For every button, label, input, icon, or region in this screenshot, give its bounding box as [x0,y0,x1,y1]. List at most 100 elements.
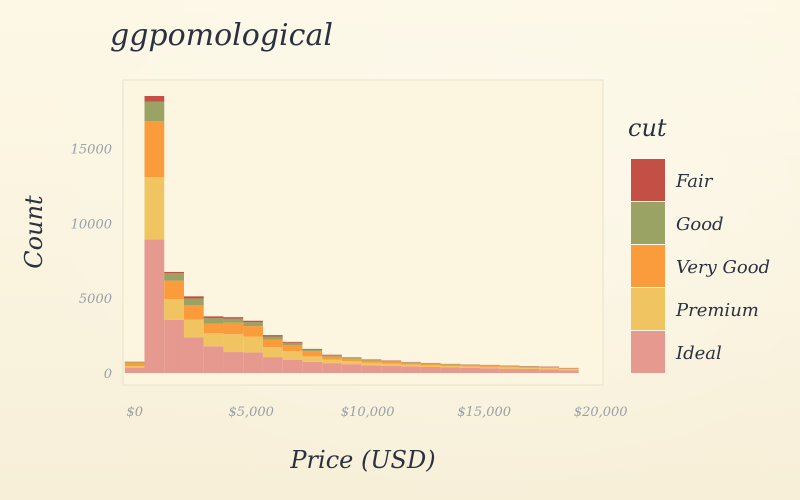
bar-segment-premium [282,350,303,360]
bar-segment-very-good [124,362,145,366]
bar-segment-fair [203,316,224,319]
bar-segment-fair [223,317,244,319]
bar-segment-good [322,355,342,357]
bar-segment-very-good [262,339,283,348]
bar-segment-good [341,357,362,359]
bar-segment-ideal [322,363,342,373]
bar-segment-ideal [262,357,283,373]
legend-key-very-good [631,245,665,287]
legend-label-fair: Fair [675,171,714,192]
bar-segment-very-good [223,322,244,335]
bar-segment-good [164,273,184,281]
bar-segment-ideal [302,361,323,373]
legend-label-good: Good [676,214,724,235]
legend-label-premium: Premium [675,300,759,321]
bar-segment-very-good [243,326,263,337]
bar-segment-fair [282,341,303,343]
y-axis-ticks: 0 5000 10000 15000 [71,142,112,382]
bar-segment-premium [124,365,145,368]
bar-segment-very-good [499,366,520,368]
bar-segment-fair [183,296,204,299]
bar-segment-good [203,318,224,324]
bar-segment-very-good [302,351,323,357]
bar-segment-very-good [381,361,402,364]
y-axis-title: Count [20,195,48,269]
bar-segment-ideal [144,239,165,373]
bar-segment-ideal [499,368,520,373]
bar-segment-good [361,359,382,361]
bar-segment-premium [420,365,441,368]
y-tick-label: 0 [104,367,112,382]
legend-key-fair [631,159,665,201]
bar-segment-good [420,363,441,364]
bar-segment-very-good [519,366,540,368]
bar-segment-very-good [361,360,382,363]
bar-segment-ideal [381,365,402,373]
bar-segment-ideal [440,367,461,373]
y-tick-label: 15000 [71,142,112,157]
legend-label-ideal: Ideal [675,343,722,364]
bar-segment-very-good [440,364,461,366]
bar-segment-premium [440,365,461,368]
bar-segment-good [223,318,244,323]
bar-segment-very-good [164,280,184,300]
legend-key-good [631,202,665,244]
bar-segment-premium [381,363,402,366]
bar-segment-very-good [282,345,303,351]
bar-segment-very-good [322,356,342,360]
bar-segment-premium [401,364,421,367]
bar-segment-good [243,322,263,327]
legend-key-ideal [631,331,665,373]
bar-segment-very-good [183,305,204,320]
bar-segment-premium [519,367,540,369]
legend-label-very-good: Very Good [676,257,770,278]
bar-segment-fair [243,320,263,323]
bar-segment-premium [223,334,244,353]
bar-segment-ideal [341,364,362,373]
bar-segment-good [183,298,204,306]
bar-segment-very-good [480,365,500,367]
x-tick-label: $10,000 [341,405,395,420]
bar-segment-ideal [420,367,441,373]
bar-segment-ideal [183,337,204,373]
x-axis-ticks: $0 $5,000 $10,000 $15,000 $20,000 [126,405,627,420]
bar-segment-premium [183,319,204,338]
bar-segment-ideal [243,352,263,373]
bar-segment-premium [164,299,184,320]
bar-segment-premium [460,366,481,368]
bar-segment-ideal [539,369,559,373]
bar-segment-good [302,349,323,352]
bar-segment-premium [144,177,165,240]
bar-segment-premium [539,368,559,370]
x-tick-label: $15,000 [457,405,511,420]
bar-segment-very-good [420,363,441,366]
bar-segment-ideal [460,367,481,373]
x-tick-label: $0 [126,405,143,420]
bar-segment-good [381,361,402,362]
bar-segment-very-good [558,368,579,370]
bar-segment-good [401,362,421,363]
bar-segment-ideal [558,370,579,373]
bar-segment-fair [144,95,165,102]
y-tick-label: 5000 [79,292,112,307]
bars-layer [124,95,579,373]
bar-segment-fair [262,335,283,337]
bar-segment-premium [558,369,579,371]
bar-segment-ideal [223,352,244,373]
bar-segment-ideal [164,319,184,373]
bar-segment-premium [243,336,263,353]
bar-segment-good [262,336,283,340]
legend-entries: Fair Good Very Good Premium Ideal [631,159,770,373]
bar-segment-very-good [203,323,224,334]
x-axis-title: Price (USD) [289,446,435,474]
x-tick-label: $5,000 [228,405,274,420]
bar-segment-ideal [401,366,421,373]
bar-segment-ideal [519,368,540,373]
bar-segment-good [124,361,145,363]
bar-segment-fair [302,348,323,350]
bar-segment-good [144,101,165,122]
bar-segment-very-good [401,362,421,365]
bar-segment-very-good [144,121,165,177]
